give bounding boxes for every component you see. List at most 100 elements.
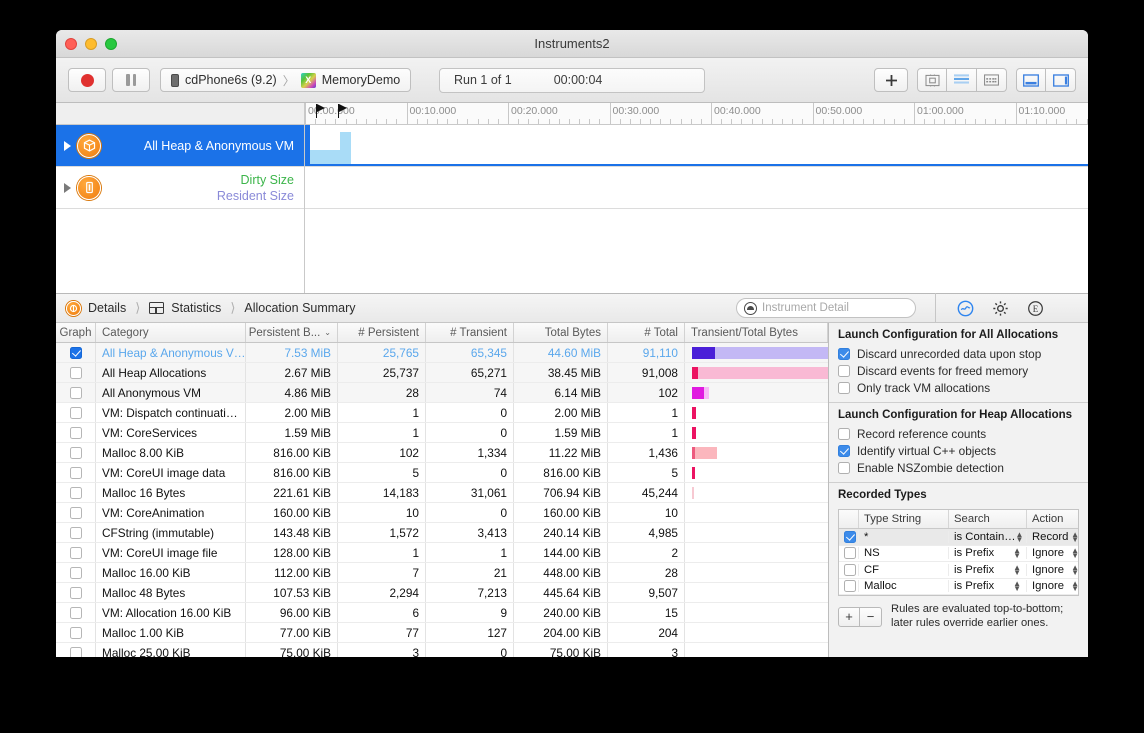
- table-row[interactable]: Malloc 48 Bytes 107.53 KiB 2,294 7,213 445.6…: [56, 583, 828, 603]
- all-allocations-option[interactable]: Only track VM allocations: [829, 379, 1088, 396]
- graph-checkbox-cell[interactable]: [56, 363, 96, 382]
- heap-allocations-checkbox[interactable]: [838, 427, 850, 440]
- recorded-type-action-select[interactable]: Record ▲ ▼: [1027, 530, 1079, 543]
- record-button[interactable]: [68, 68, 106, 92]
- table-row[interactable]: Malloc 1.00 KiB 77.00 KiB 77 127 204.00 KiB 2…: [56, 623, 828, 643]
- recorded-type-enable-cell[interactable]: [839, 563, 859, 576]
- graph-checkbox[interactable]: [69, 566, 82, 579]
- recorded-types-column-action[interactable]: Action: [1027, 510, 1078, 528]
- filter-icon[interactable]: [744, 301, 757, 315]
- graph-checkbox[interactable]: [69, 446, 82, 459]
- gear-icon[interactable]: [992, 300, 1009, 317]
- graph-checkbox-cell[interactable]: [56, 343, 96, 362]
- list-view-button[interactable]: [947, 68, 977, 92]
- recorded-type-row[interactable]: * is Contain… ▲ ▼ Record ▲ ▼: [839, 529, 1078, 546]
- graph-checkbox[interactable]: [69, 386, 82, 399]
- graph-checkbox-cell[interactable]: [56, 563, 96, 582]
- recorded-type-checkbox[interactable]: [844, 530, 856, 543]
- track-canvas[interactable]: [305, 125, 1088, 293]
- all-allocations-option[interactable]: Discard events for freed memory: [829, 362, 1088, 379]
- recorded-type-string[interactable]: CF: [859, 563, 949, 576]
- graph-checkbox[interactable]: [69, 426, 82, 439]
- search-input[interactable]: Instrument Detail: [736, 298, 916, 318]
- heap-allocations-option[interactable]: Record reference counts: [829, 425, 1088, 442]
- breadcrumb-statistics[interactable]: Statistics: [171, 301, 222, 315]
- table-row[interactable]: VM: CoreServices 1.59 MiB 1 0 1.59 MiB 1: [56, 423, 828, 443]
- stepper-icon[interactable]: ▲ ▼: [1071, 563, 1079, 576]
- stepper-icon[interactable]: ▲ ▼: [1015, 530, 1024, 543]
- recorded-type-string[interactable]: Malloc: [859, 580, 949, 593]
- pause-button[interactable]: [112, 68, 150, 92]
- recorded-types-column-type-string[interactable]: Type String: [859, 510, 949, 528]
- right-panel-button[interactable]: [1046, 68, 1076, 92]
- close-icon[interactable]: [65, 37, 77, 50]
- graph-checkbox-cell[interactable]: [56, 423, 96, 442]
- maximize-icon[interactable]: [105, 37, 117, 50]
- target-selector-button[interactable]: cdPhone6s (9.2) 〉 X MemoryDemo: [160, 68, 412, 92]
- recorded-types-column-check[interactable]: [839, 510, 859, 528]
- graph-checkbox[interactable]: [69, 466, 82, 479]
- recorded-type-checkbox[interactable]: [844, 563, 856, 576]
- column-header-persistent-b[interactable]: Persistent B... ⌄: [246, 323, 338, 342]
- track-row-vm-tracker[interactable]: [305, 167, 1088, 209]
- recorded-types-column-search[interactable]: Search: [949, 510, 1027, 528]
- breadcrumb-details[interactable]: Details: [88, 301, 127, 315]
- recorded-type-checkbox[interactable]: [844, 580, 856, 593]
- column-header-transient[interactable]: # Transient: [426, 323, 514, 342]
- stepper-icon[interactable]: ▲ ▼: [1071, 547, 1079, 560]
- remove-rule-button[interactable]: −: [860, 606, 882, 627]
- column-header-transient-total-bytes[interactable]: Transient/Total Bytes: [685, 323, 828, 342]
- recorded-type-search-select[interactable]: is Prefix ▲ ▼: [949, 547, 1027, 560]
- graph-checkbox-cell[interactable]: [56, 623, 96, 642]
- add-instrument-button[interactable]: [874, 68, 908, 92]
- recorded-type-row[interactable]: Malloc is Prefix ▲ ▼ Ignore ▲ ▼: [839, 579, 1078, 595]
- breadcrumb-allocation-summary[interactable]: Allocation Summary: [244, 301, 356, 315]
- graph-checkbox[interactable]: [69, 366, 82, 379]
- stepper-icon[interactable]: ▲ ▼: [1013, 547, 1021, 560]
- recorded-type-string[interactable]: *: [859, 530, 949, 543]
- table-row[interactable]: Malloc 8.00 KiB 816.00 KiB 102 1,334 11.22 M…: [56, 443, 828, 463]
- instrument-row-all-heap[interactable]: All Heap & Anonymous VM: [56, 125, 304, 167]
- recorded-type-action-select[interactable]: Ignore ▲ ▼: [1027, 580, 1078, 592]
- column-header-category[interactable]: Category: [96, 323, 246, 342]
- graph-checkbox-cell[interactable]: [56, 583, 96, 602]
- column-header-total-bytes[interactable]: Total Bytes: [514, 323, 608, 342]
- table-row[interactable]: All Heap Allocations 2.67 MiB 25,737 65,271…: [56, 363, 828, 383]
- heap-allocations-checkbox[interactable]: [838, 444, 850, 457]
- graph-checkbox[interactable]: [69, 626, 82, 639]
- extended-detail-icon[interactable]: E: [1027, 300, 1044, 317]
- table-row[interactable]: Malloc 16 Bytes 221.61 KiB 14,183 31,061 706…: [56, 483, 828, 503]
- table-row[interactable]: All Anonymous VM 4.86 MiB 28 74 6.14 MiB 102: [56, 383, 828, 403]
- all-allocations-checkbox[interactable]: [838, 381, 850, 394]
- all-allocations-option[interactable]: Discard unrecorded data upon stop: [829, 345, 1088, 362]
- table-row[interactable]: VM: CoreUI image file 128.00 KiB 1 1 144.00 …: [56, 543, 828, 563]
- table-body[interactable]: All Heap & Anonymous V… 7.53 MiB 25,765 65,…: [56, 343, 828, 657]
- run-status-bar[interactable]: Run 1 of 1 00:00:04: [439, 67, 705, 93]
- graph-checkbox[interactable]: [69, 346, 82, 359]
- recorded-type-row[interactable]: NS is Prefix ▲ ▼ Ignore ▲ ▼: [839, 546, 1079, 562]
- graph-checkbox[interactable]: [69, 506, 82, 519]
- stepper-icon[interactable]: ▲ ▼: [1013, 563, 1021, 576]
- recorded-type-enable-cell[interactable]: [839, 530, 859, 543]
- recorded-type-search-select[interactable]: is Prefix ▲ ▼: [949, 580, 1027, 593]
- stepper-icon[interactable]: ▲ ▼: [1071, 530, 1079, 543]
- graph-checkbox[interactable]: [69, 586, 82, 599]
- graph-checkbox[interactable]: [69, 526, 82, 539]
- grid-view-button[interactable]: [977, 68, 1007, 92]
- graph-checkbox-cell[interactable]: [56, 603, 96, 622]
- all-allocations-checkbox[interactable]: [838, 347, 850, 360]
- chip-icon-button[interactable]: [917, 68, 947, 92]
- graph-checkbox-cell[interactable]: [56, 383, 96, 402]
- graph-checkbox[interactable]: [69, 646, 82, 657]
- recorded-type-enable-cell[interactable]: [839, 580, 859, 593]
- column-header-total[interactable]: # Total: [608, 323, 685, 342]
- recorded-type-action-select[interactable]: Ignore ▲ ▼: [1027, 563, 1079, 576]
- all-allocations-checkbox[interactable]: [838, 364, 850, 377]
- add-rule-button[interactable]: +: [838, 606, 860, 627]
- record-settings-icon[interactable]: [957, 300, 974, 317]
- track-row-all-heap[interactable]: [305, 125, 1088, 167]
- table-row[interactable]: VM: Dispatch continuati… 2.00 MiB 1 0 2.00 M…: [56, 403, 828, 423]
- table-row[interactable]: Malloc 25.00 KiB 75.00 KiB 3 0 75.00 KiB 3: [56, 643, 828, 657]
- stepper-icon[interactable]: ▲ ▼: [1013, 580, 1021, 593]
- bottom-panel-button[interactable]: [1016, 68, 1046, 92]
